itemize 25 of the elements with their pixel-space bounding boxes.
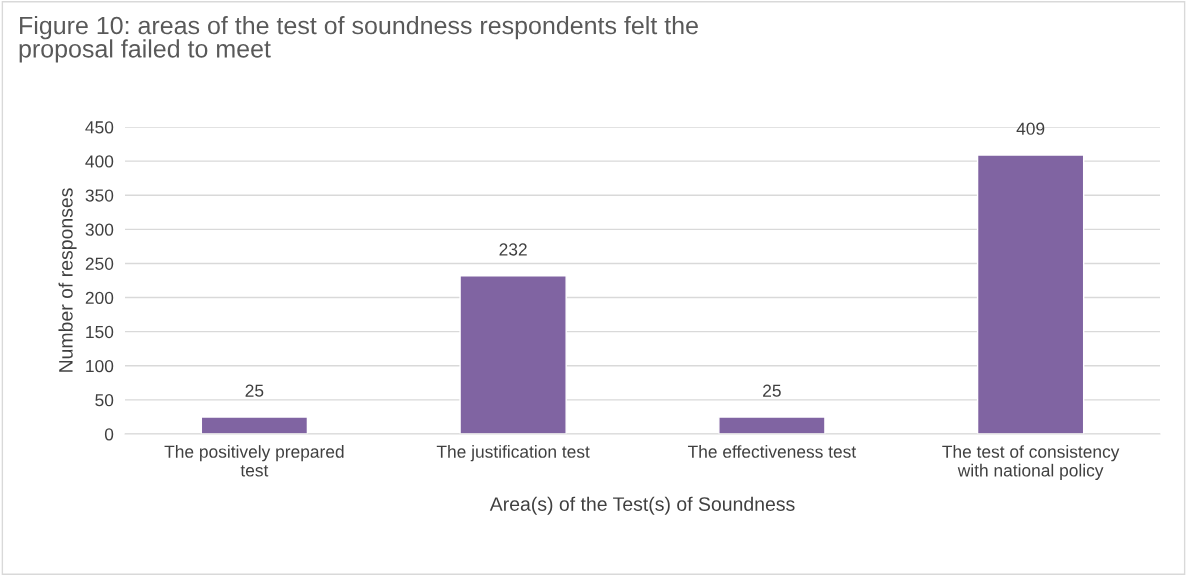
y-tick-label: 50	[95, 394, 114, 407]
x-tick-label: The justification test	[436, 445, 590, 462]
y-tick-label: 0	[104, 428, 114, 441]
y-tick-label: 450	[85, 121, 114, 134]
y-axis-title: Number of responses	[58, 188, 77, 372]
x-tick-label: The effectiveness test	[687, 445, 857, 458]
x-tick-label: The positively prepared test	[164, 445, 344, 477]
bar	[200, 416, 309, 434]
y-tick-label: 200	[85, 291, 114, 305]
y-tick-label: 350	[85, 189, 114, 202]
y-tick-label: 150	[86, 325, 114, 339]
x-axis-title: Area(s) of the Test(s) of Soundness	[489, 496, 795, 515]
data-label: 232	[499, 243, 527, 256]
x-tick-label: The test of consistency with national policy	[942, 445, 1120, 480]
y-tick-label: 400	[85, 155, 114, 168]
bar	[976, 154, 1085, 434]
data-label: 25	[763, 384, 781, 397]
y-tick-label: 300	[85, 223, 114, 236]
bar	[718, 416, 826, 434]
data-label: 25	[245, 384, 264, 397]
chart-title: Figure 10: areas of the test of soundness respondents felt the proposal failed to meet	[19, 16, 698, 63]
data-label: 409	[1016, 122, 1045, 135]
bar	[459, 275, 567, 434]
y-tick-label: 250	[85, 257, 114, 270]
y-tick-label: 100	[86, 359, 114, 373]
